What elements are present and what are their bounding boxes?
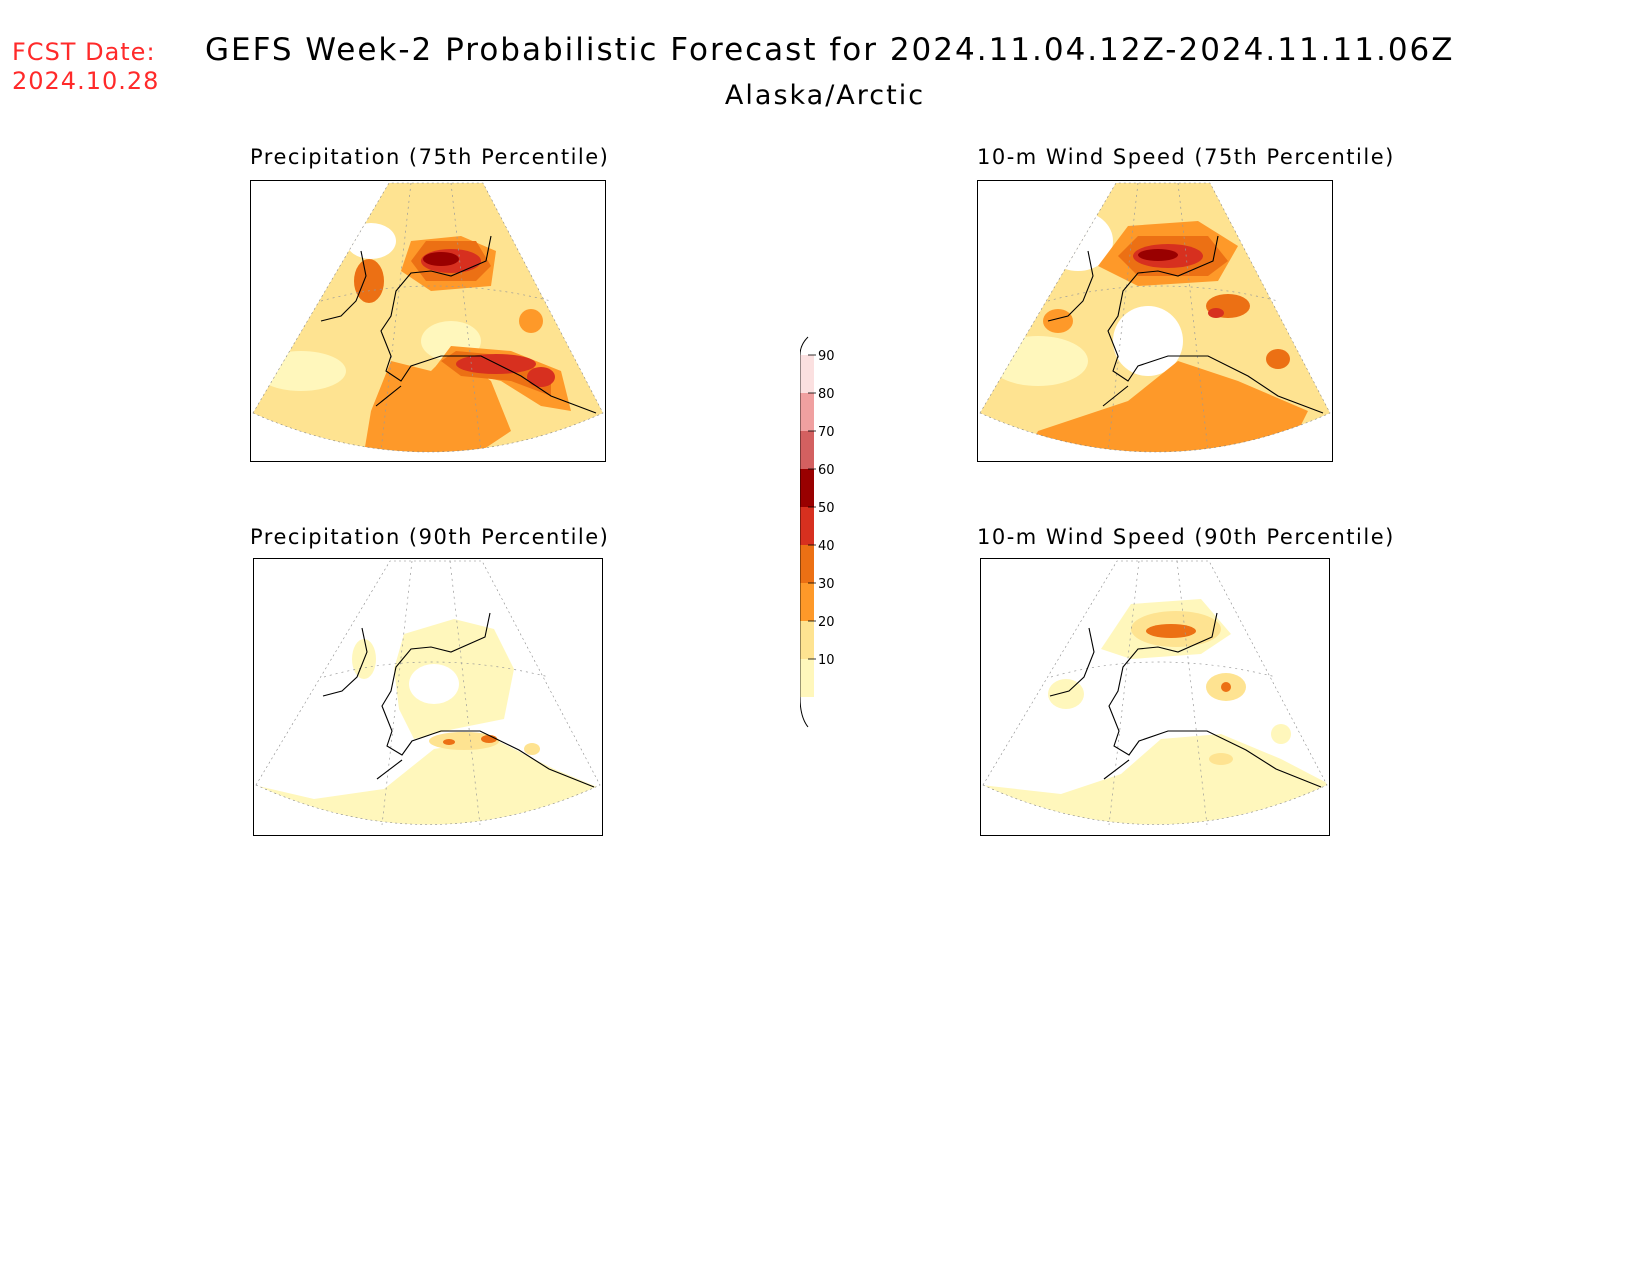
colorbar-tick-label: 70 (818, 425, 835, 440)
colorbar-tick-label: 30 (818, 577, 835, 592)
map-wind-75 (977, 180, 1333, 462)
map-precip-75 (250, 180, 606, 462)
page-title: GEFS Week-2 Probabilistic Forecast for 2… (205, 32, 1455, 68)
colorbar-legend: 10 20 30 40 50 60 70 80 90 (799, 335, 880, 735)
colorbar-top-end (799, 336, 809, 356)
colorbar-swatch (800, 393, 814, 431)
colorbar-tick-label: 50 (818, 501, 835, 516)
fcst-date-value: 2024.10.28 (12, 67, 160, 95)
colorbar-tick-label: 20 (818, 615, 835, 630)
panel-title-precip-90: Precipitation (90th Percentile) (250, 525, 610, 549)
colorbar-swatch (800, 583, 814, 621)
colorbar-tick-label: 90 (818, 349, 835, 364)
colorbar-bottom-end (799, 696, 809, 728)
panel-title-wind-90: 10-m Wind Speed (90th Percentile) (977, 525, 1395, 549)
forecast-date-label: FCST Date: 2024.10.28 (12, 38, 159, 96)
colorbar-tick-label: 10 (818, 653, 835, 668)
fcst-date-caption: FCST Date: (12, 38, 156, 66)
map-wind-90 (980, 558, 1330, 836)
region-subtitle: Alaska/Arctic (724, 80, 926, 111)
map-precip-90 (253, 558, 603, 836)
colorbar-swatch (800, 545, 814, 583)
colorbar-tick-label: 60 (818, 463, 835, 478)
colorbar-tick-label: 40 (818, 539, 835, 554)
colorbar-swatch (800, 355, 814, 393)
colorbar-swatch (800, 621, 814, 659)
colorbar-swatch (800, 431, 814, 469)
panel-title-wind-75: 10-m Wind Speed (75th Percentile) (977, 145, 1395, 169)
colorbar-swatch (800, 659, 814, 697)
colorbar-swatch (800, 469, 814, 507)
colorbar-swatch (800, 507, 814, 545)
panel-title-precip-75: Precipitation (75th Percentile) (250, 145, 610, 169)
colorbar-tick-label: 80 (818, 387, 835, 402)
